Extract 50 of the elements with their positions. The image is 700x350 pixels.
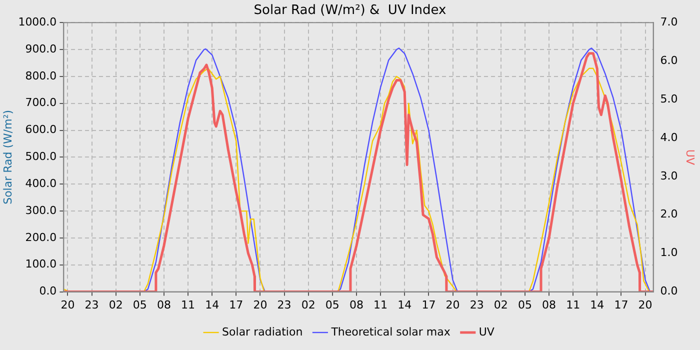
y2-axis-title: UV [684,149,697,166]
y-tick-label: 300.0 [25,204,57,217]
chart-title: Solar Rad (W/m²) & UV Index [254,3,447,18]
y2-tick-label: 7.0 [660,15,678,28]
x-tick-label: 14 [398,298,412,312]
y-tick-label: 100.0 [25,258,57,271]
x-tick-label: 23 [277,298,292,312]
x-tick-label: 05 [325,298,340,312]
legend-label: Theoretical solar max [330,325,451,338]
x-tick-label: 14 [590,298,604,312]
x-tick-label: 08 [349,298,364,312]
x-tick-label: 23 [84,298,99,312]
x-tick-label: 17 [422,298,436,312]
x-tick-label: 17 [229,298,244,312]
x-tick-label: 20 [638,298,652,312]
y2-tick-label: 0.0 [660,284,678,298]
x-tick-label: 02 [108,298,123,312]
x-tick-label: 23 [470,298,484,312]
x-tick-label: 20 [446,298,460,312]
y-tick-label: 500.0 [25,150,57,164]
x-tick-label: 05 [518,298,532,312]
y2-tick-label: 1.0 [660,246,678,260]
x-tick-label: 02 [494,298,508,312]
x-tick-label: 17 [614,298,628,312]
y-tick-label: 600.0 [25,123,57,136]
y-axis-title: Solar Rad (W/m²) [1,110,14,204]
y-tick-label: 800.0 [25,69,57,82]
x-tick-label: 05 [132,298,147,312]
y-tick-label: 700.0 [25,96,57,110]
y2-tick-label: 2.0 [660,208,678,221]
y-tick-label: 0.0 [39,284,57,298]
y2-tick-label: 5.0 [660,92,678,106]
x-tick-label: 20 [253,298,268,312]
y-tick-label: 200.0 [25,230,57,244]
y2-tick-label: 4.0 [660,130,678,144]
x-tick-label: 14 [205,298,220,312]
x-tick-label: 02 [301,298,316,312]
y-tick-label: 900.0 [25,42,57,56]
x-tick-label: 11 [374,298,388,312]
y2-tick-label: 6.0 [660,54,678,67]
x-tick-label: 11 [566,298,580,312]
y-tick-label: 400.0 [25,176,57,190]
legend-label: Solar radiation [222,325,303,338]
x-tick-label: 11 [181,298,196,312]
x-tick-label: 20 [60,298,75,312]
y2-tick-label: 3.0 [660,169,678,182]
legend-label: UV [478,325,495,338]
x-tick-label: 08 [542,298,556,312]
x-tick-label: 08 [156,298,171,312]
y-tick-label: 1000.0 [18,15,57,28]
